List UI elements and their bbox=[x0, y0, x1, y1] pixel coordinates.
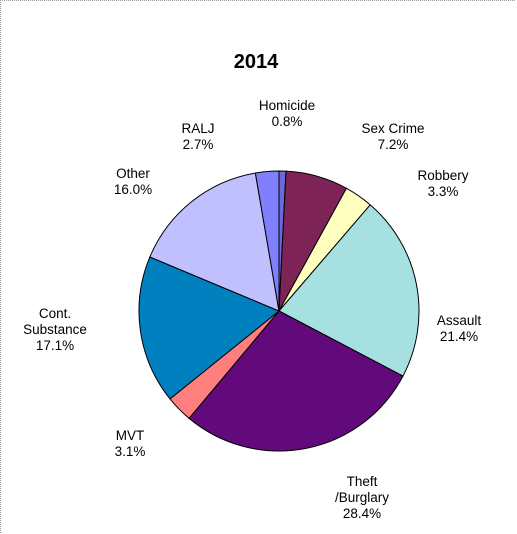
slice-label-theft-burglary: Theft/Burglary 28.4% bbox=[335, 474, 389, 521]
slice-label-cont-substance: Cont. Substance 17.1% bbox=[23, 306, 87, 353]
slice-label-homicide: Homicide 0.8% bbox=[259, 98, 315, 129]
pie-slice-theft-burglary bbox=[188, 310, 404, 452]
pie-slices bbox=[138, 170, 420, 452]
slice-label-assault: Assault 21.4% bbox=[437, 313, 482, 344]
slice-label-sex-crime: Sex Crime 7.2% bbox=[361, 121, 424, 152]
pie-slice-other bbox=[149, 172, 280, 312]
pie-slice-assault bbox=[278, 204, 420, 377]
slice-labels: Homicide 0.8% Sex Crime 7.2% Robbery 3.3% Assa… bbox=[23, 98, 481, 521]
slice-label-ralj: RALJ 2.7% bbox=[181, 121, 214, 152]
slice-label-robbery: Robbery 3.3% bbox=[417, 168, 468, 199]
pie-slice-ralj bbox=[254, 170, 280, 312]
pie-slice-cont-substance bbox=[138, 256, 280, 400]
chart-title: 2014 bbox=[234, 51, 279, 73]
slice-label-other: Other 16.0% bbox=[114, 166, 152, 197]
slice-label-mvt: MVT 3.1% bbox=[115, 428, 146, 459]
